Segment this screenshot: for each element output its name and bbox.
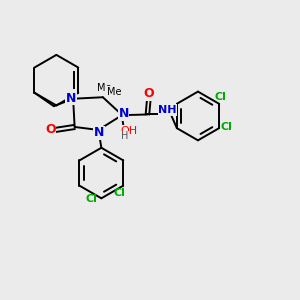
Text: N: N — [66, 92, 76, 105]
Text: NH: NH — [158, 105, 177, 115]
Text: N: N — [118, 107, 129, 120]
Text: H: H — [122, 131, 129, 142]
Text: Cl: Cl — [85, 194, 97, 204]
Text: OH: OH — [120, 126, 138, 136]
Text: Me: Me — [97, 83, 112, 93]
Text: O: O — [144, 87, 154, 100]
Text: O: O — [45, 123, 56, 136]
Text: Cl: Cl — [220, 122, 232, 132]
Text: Cl: Cl — [214, 92, 226, 102]
Text: Me: Me — [107, 87, 122, 97]
Text: Cl: Cl — [114, 188, 126, 198]
Text: N: N — [94, 126, 104, 140]
